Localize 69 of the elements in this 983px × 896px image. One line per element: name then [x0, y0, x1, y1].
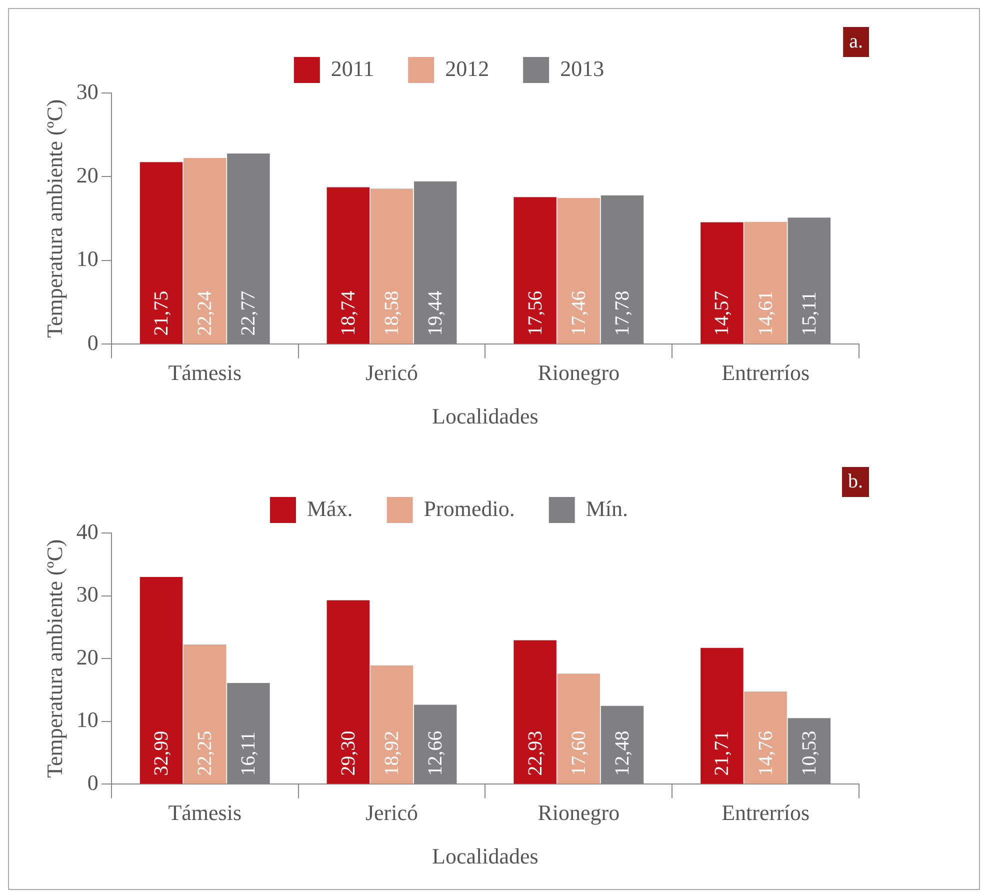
bar	[744, 692, 787, 784]
y-tick-label: 10	[76, 707, 98, 732]
data-label: 19,44	[424, 290, 447, 336]
text: b.	[848, 470, 863, 492]
x-tick-label: Támesis	[168, 800, 242, 826]
legend-label: 2012	[445, 56, 490, 81]
data-label: 18,74	[337, 290, 360, 336]
data-label: 22,77	[238, 290, 260, 336]
data-label: 17,60	[568, 730, 590, 776]
bar	[370, 665, 414, 784]
data-label: 29,30	[337, 730, 360, 776]
data-label: 21,71	[711, 730, 734, 776]
y-tick-label: 30	[76, 582, 98, 607]
data-label: 22,25	[194, 730, 216, 776]
data-label: 14,76	[754, 730, 777, 776]
x-axis-title: Localidades	[432, 844, 538, 869]
legend-label: Promedio.	[424, 496, 515, 521]
legend-label: Máx.	[306, 496, 353, 521]
data-label: 17,78	[612, 290, 634, 336]
legend-label: 2013	[560, 56, 604, 81]
bar	[514, 197, 556, 344]
y-axis-title: Temperatura ambiente (ºC)	[42, 539, 67, 778]
bar	[514, 640, 556, 784]
bar	[557, 674, 600, 784]
data-label: 12,48	[612, 730, 634, 776]
data-label: 18,58	[381, 290, 403, 336]
bar	[140, 577, 183, 784]
y-tick-label: 40	[76, 518, 98, 544]
data-label: 22,24	[194, 290, 216, 336]
data-label: 12,66	[424, 730, 447, 776]
data-label: 14,61	[754, 290, 777, 336]
y-axis-title: Temperatura ambiente (ºC)	[42, 99, 67, 338]
y-tick-label: 10	[76, 246, 98, 272]
text: a.	[849, 30, 864, 52]
x-tick-label: Rionegro	[538, 360, 620, 386]
y-tick-label: 20	[76, 162, 98, 188]
data-label: 17,56	[524, 290, 546, 336]
bar	[557, 198, 600, 344]
bar	[183, 644, 226, 784]
bar	[183, 158, 226, 344]
x-axis-title: Localidades	[432, 404, 538, 429]
bar	[744, 222, 787, 344]
bar	[140, 162, 183, 344]
data-label: 15,11	[798, 291, 820, 336]
data-label: 22,93	[524, 730, 546, 776]
bar	[700, 222, 744, 344]
data-label: 16,11	[238, 731, 260, 776]
data-label: 32,99	[150, 730, 172, 776]
data-label: 17,46	[568, 290, 590, 336]
legend-label: Mín.	[586, 496, 628, 521]
y-tick-label: 0	[87, 770, 98, 795]
bar	[370, 188, 414, 344]
y-tick-label: 30	[76, 78, 98, 104]
y-tick-label: 0	[87, 330, 98, 355]
bar	[700, 648, 744, 784]
y-tick-label: 20	[76, 644, 98, 670]
legend-label: 2011	[330, 56, 374, 81]
bar	[326, 600, 370, 784]
bar	[326, 187, 370, 344]
data-label: 21,75	[150, 290, 172, 336]
data-label: 14,57	[711, 290, 734, 336]
x-tick-label: Jericó	[365, 360, 418, 386]
data-label: 10,53	[798, 730, 820, 776]
x-tick-label: Támesis	[168, 360, 242, 386]
x-tick-label: Entrerríos	[722, 360, 810, 386]
data-label: 18,92	[381, 730, 403, 776]
x-tick-label: Entrerríos	[722, 800, 810, 826]
x-tick-label: Rionegro	[538, 800, 620, 826]
x-tick-label: Jericó	[365, 800, 418, 826]
